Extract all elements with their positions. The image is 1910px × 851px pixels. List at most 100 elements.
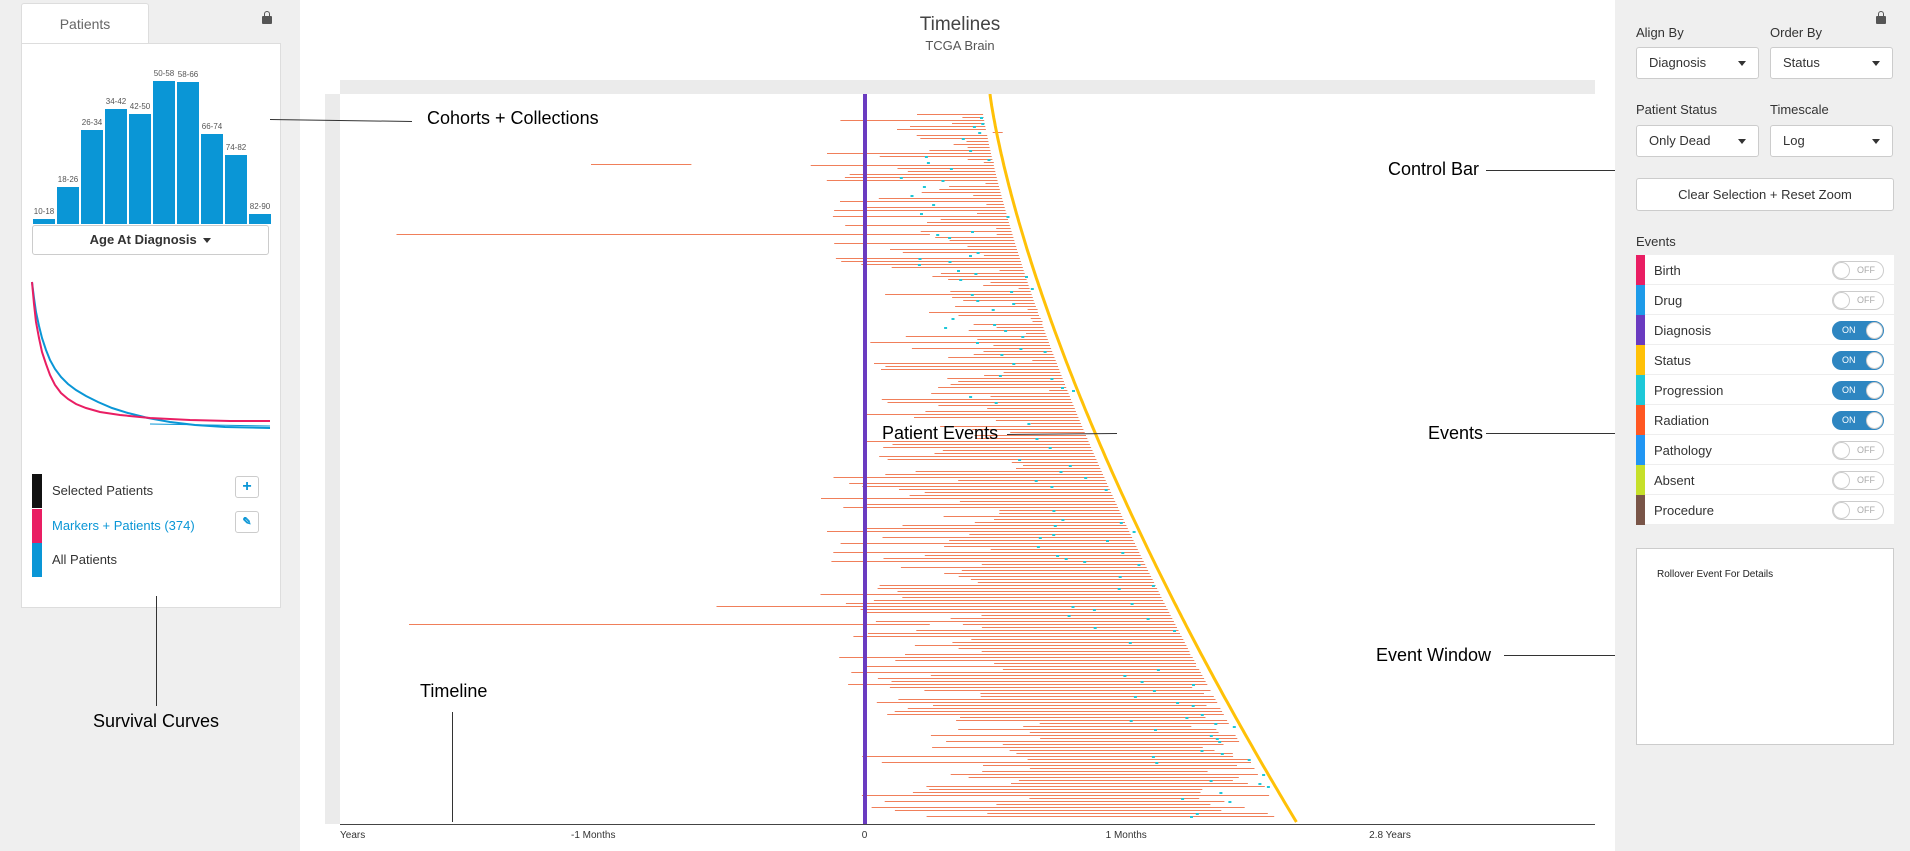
progression-event-mark[interactable] <box>1146 618 1150 620</box>
progression-event-mark[interactable] <box>1036 546 1040 548</box>
progression-event-mark[interactable] <box>1191 705 1195 707</box>
radiation-event-bar[interactable] <box>862 486 1109 487</box>
progression-event-mark[interactable] <box>1192 684 1195 686</box>
radiation-event-bar[interactable] <box>1002 669 1200 670</box>
radiation-event-bar[interactable] <box>910 126 986 127</box>
radiation-event-bar[interactable] <box>897 591 1159 592</box>
radiation-event-bar[interactable] <box>940 273 1025 274</box>
radiation-event-bar[interactable] <box>1013 303 1035 304</box>
radiation-event-bar[interactable] <box>939 189 1000 190</box>
radiation-event-bar[interactable] <box>924 492 1112 493</box>
progression-event-mark[interactable] <box>1133 696 1137 698</box>
histogram-bar[interactable] <box>177 81 199 224</box>
radiation-event-bar[interactable] <box>929 312 1038 313</box>
progression-event-mark[interactable] <box>1104 489 1108 491</box>
event-toggle[interactable]: OFF <box>1832 501 1884 520</box>
radiation-event-bar[interactable] <box>827 153 991 154</box>
radiation-event-bar[interactable] <box>841 261 1021 262</box>
histogram-bar[interactable] <box>57 187 79 224</box>
radiation-event-bar[interactable] <box>916 630 1179 631</box>
progression-events[interactable] <box>899 117 1270 818</box>
progression-event-mark[interactable] <box>971 231 974 233</box>
radiation-event-bar[interactable] <box>821 498 1114 499</box>
radiation-event-bar[interactable] <box>969 534 1131 535</box>
radiation-event-bar[interactable] <box>1016 468 1101 469</box>
event-toggle[interactable]: ON <box>1832 321 1884 340</box>
radiation-event-bar[interactable] <box>926 816 1275 817</box>
radiation-event-bar[interactable] <box>884 801 1225 802</box>
histogram-bar[interactable] <box>225 154 247 224</box>
radiation-event-bar[interactable] <box>845 225 1010 226</box>
progression-event-mark[interactable] <box>974 273 978 275</box>
progression-event-mark[interactable] <box>1121 552 1125 554</box>
radiation-event-bar[interactable] <box>958 480 1106 481</box>
radiation-event-bar[interactable] <box>835 258 1020 259</box>
radiation-event-bar[interactable] <box>967 147 990 148</box>
progression-event-mark[interactable] <box>1027 423 1031 425</box>
legend-selected-patients[interactable]: Selected Patients <box>32 474 272 508</box>
radiation-event-bar[interactable] <box>993 345 1050 346</box>
progression-event-mark[interactable] <box>961 138 965 140</box>
progression-event-mark[interactable] <box>1185 717 1189 719</box>
radiation-event-bar[interactable] <box>865 441 1089 442</box>
radiation-event-bar[interactable] <box>973 354 1054 355</box>
radiation-event-bar[interactable] <box>940 219 1008 220</box>
radiation-event-bar[interactable] <box>956 720 1228 721</box>
radiation-event-bar[interactable] <box>1030 423 1081 424</box>
progression-event-mark[interactable] <box>993 324 997 326</box>
radiation-event-bar[interactable] <box>958 315 1040 316</box>
progression-event-mark[interactable] <box>1156 669 1160 671</box>
radiation-event-bar[interactable] <box>1009 750 1215 751</box>
progression-event-mark[interactable] <box>1258 783 1262 785</box>
radiation-event-bar[interactable] <box>1016 753 1233 754</box>
progression-event-mark[interactable] <box>1071 606 1075 608</box>
age-histogram[interactable]: 10-18 18-26 26-34 34-42 42-50 50-58 58-66 66-74… <box>32 62 272 224</box>
progression-event-mark[interactable] <box>1117 588 1121 590</box>
radiation-event-bar[interactable] <box>877 678 1205 679</box>
histogram-bar[interactable] <box>81 130 103 224</box>
progression-event-mark[interactable] <box>1266 786 1270 788</box>
radiation-event-bar[interactable] <box>996 804 1211 805</box>
radiation-event-bar[interactable] <box>860 609 1168 610</box>
event-toggle[interactable]: OFF <box>1832 291 1884 310</box>
lock-icon[interactable] <box>1876 11 1886 24</box>
radiation-event-bar[interactable] <box>826 180 998 181</box>
radiation-event-bar[interactable] <box>915 471 1102 472</box>
progression-event-mark[interactable] <box>1232 726 1236 728</box>
progression-event-mark[interactable] <box>1053 525 1057 527</box>
progression-event-mark[interactable] <box>1119 522 1123 524</box>
radiation-event-bar[interactable] <box>883 447 1092 448</box>
radiation-event-bar[interactable] <box>396 234 930 235</box>
radiation-event-bar[interactable] <box>899 489 1110 490</box>
progression-event-mark[interactable] <box>1132 531 1136 533</box>
progression-event-mark[interactable] <box>1010 291 1014 293</box>
radiation-event-bar[interactable] <box>907 171 996 172</box>
radiation-event-bar[interactable] <box>889 687 1193 688</box>
radiation-event-bar[interactable] <box>879 156 992 157</box>
radiation-event-bar[interactable] <box>986 204 1004 205</box>
progression-event-mark[interactable] <box>987 159 991 161</box>
timescale-select[interactable]: Log <box>1770 125 1893 157</box>
progression-event-mark[interactable] <box>1209 780 1213 782</box>
radiation-event-bar[interactable] <box>967 246 1017 247</box>
radiation-event-bar[interactable] <box>864 612 1170 613</box>
radiation-event-bar[interactable] <box>879 585 1156 586</box>
radiation-event-bar[interactable] <box>902 525 1127 526</box>
radiation-event-bar[interactable] <box>944 573 1150 574</box>
radiation-event-bar[interactable] <box>926 786 1265 787</box>
status-curve[interactable] <box>988 94 1298 823</box>
radiation-event-bar[interactable] <box>1018 780 1233 781</box>
radiation-event-bar[interactable] <box>934 453 1094 454</box>
progression-event-mark[interactable] <box>1262 774 1266 776</box>
progression-event-mark[interactable] <box>1021 336 1025 338</box>
legend-markers-patients[interactable]: Markers + Patients (374) <box>32 509 272 543</box>
radiation-event-bar[interactable] <box>958 576 1152 577</box>
radiation-event-bar[interactable] <box>962 624 1176 625</box>
radiation-event-bar[interactable] <box>840 120 985 121</box>
radiation-event-bar[interactable] <box>935 237 1014 238</box>
radiation-event-bar[interactable] <box>995 420 1080 421</box>
progression-event-mark[interactable] <box>1209 735 1213 737</box>
radiation-event-bar[interactable] <box>920 231 1012 232</box>
progression-event-mark[interactable] <box>1034 480 1038 482</box>
progression-event-mark[interactable] <box>1228 801 1232 803</box>
